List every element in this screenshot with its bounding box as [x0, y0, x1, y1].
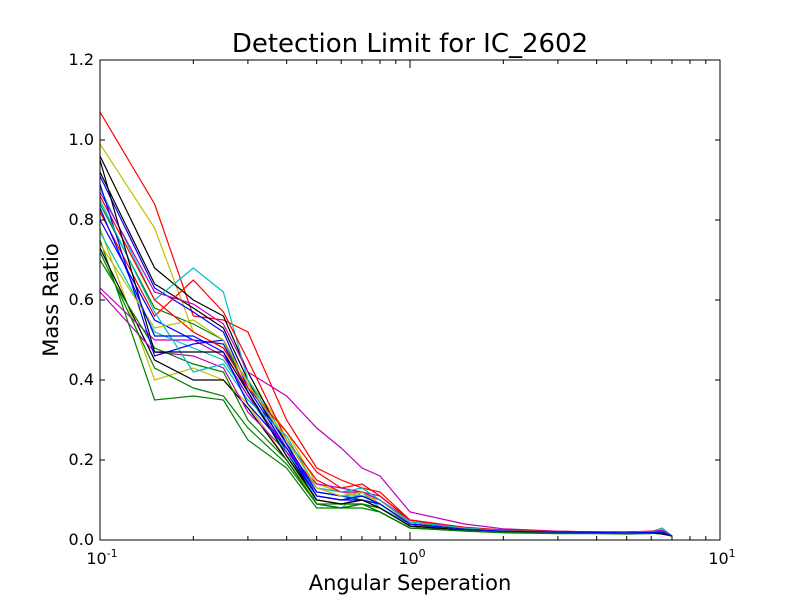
ticks-layer: 0.0 0.2 0.4 0.6 0.8 1.0 1.2 10-1 100 101 — [69, 50, 736, 568]
y-tick-label: 0.2 — [69, 450, 94, 469]
series-line-17 — [99, 195, 673, 537]
y-tick-label: 1.0 — [69, 130, 94, 149]
y-tick-label: 0.6 — [69, 290, 94, 309]
chart-title: Detection Limit for IC_2602 — [232, 29, 588, 59]
y-tick-label: 0.0 — [69, 530, 94, 549]
series-line-23 — [99, 251, 673, 537]
x-tick-label: 100 — [398, 547, 425, 568]
series-line-24 — [99, 207, 673, 537]
y-tick-label: 0.4 — [69, 370, 94, 389]
x-tick-label: 101 — [708, 547, 735, 568]
y-axis-label: Mass Ratio — [39, 243, 63, 356]
x-axis-label: Angular Seperation — [309, 571, 512, 595]
x-tick-label: 10-1 — [86, 547, 117, 568]
y-tick-label: 1.2 — [69, 50, 94, 69]
series-layer — [99, 111, 673, 537]
plot-frame — [99, 59, 721, 541]
y-tick-label: 0.8 — [69, 210, 94, 229]
